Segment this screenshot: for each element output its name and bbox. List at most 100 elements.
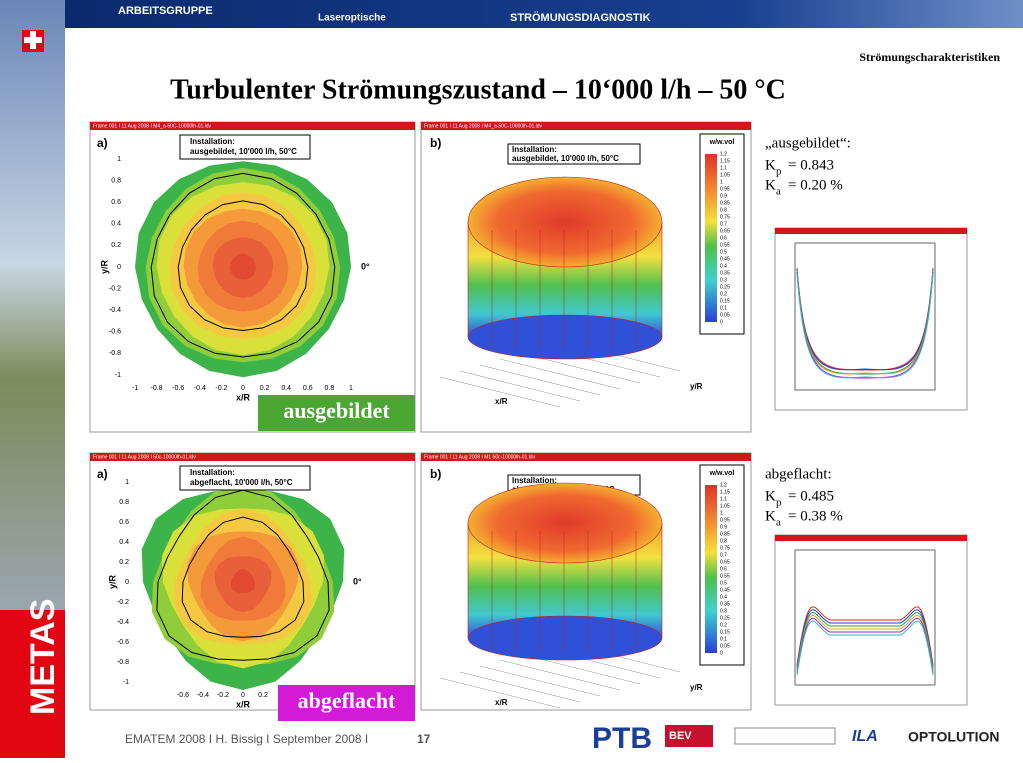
dome-base: [468, 616, 662, 660]
colorbar-tick: 1.05: [720, 503, 730, 509]
y-tick: -0.6: [109, 329, 121, 336]
y-label: y/R: [99, 260, 109, 275]
panel-label: a): [97, 467, 108, 481]
colorbar-tick: 0.4: [720, 263, 727, 269]
k-value: = 0.843: [788, 157, 834, 173]
colorbar-tick: 0: [720, 319, 723, 325]
install-1: Installation:: [190, 137, 235, 146]
badge: ausgebildet: [283, 398, 390, 423]
colorbar-tick: 1.2: [720, 151, 727, 157]
colorbar-tick: 0.25: [720, 615, 730, 621]
logo-ila: ILA: [852, 728, 878, 745]
colorbar-tick: 0.15: [720, 298, 730, 304]
y-tick: 0.8: [119, 499, 129, 506]
colorbar-tick: 0.15: [720, 629, 730, 635]
colorbar-tick: 1.1: [720, 496, 727, 502]
y-tick: 0.6: [111, 199, 121, 206]
header-lab: Laseroptische: [318, 13, 386, 24]
k-symbol: K: [765, 508, 776, 524]
colorbar-tick: 1.2: [720, 482, 727, 488]
colorbar-tick: 0.65: [720, 228, 730, 234]
y-tick: -1: [123, 679, 129, 686]
colorbar-tick: 0.5: [720, 249, 727, 255]
slide: METAS ARBEITSGRUPPE Laseroptische STRÖMU…: [0, 0, 1023, 758]
summary-name: abgeflacht:: [765, 466, 832, 482]
colorbar-title: w/w.vol: [709, 139, 735, 146]
colorbar-tick: 0.6: [720, 235, 727, 241]
k-sub: a: [776, 517, 781, 529]
colorbar-tick: 1: [720, 179, 723, 185]
k-value: = 0.485: [788, 488, 834, 504]
install-1: Installation:: [512, 145, 557, 154]
k-symbol: K: [765, 157, 776, 173]
colorbar-tick: 0.05: [720, 643, 730, 649]
colorbar-tick: 0.45: [720, 587, 730, 593]
x-tick: -0.6: [172, 385, 184, 392]
colorbar-tick: 0.95: [720, 517, 730, 523]
colorbar-tick: 0.55: [720, 242, 730, 248]
y-tick: -1: [115, 372, 121, 379]
x-tick: -0.4: [197, 692, 209, 699]
angle-label: 0°: [353, 576, 362, 586]
profile-area: [795, 243, 935, 390]
dome-y-label: y/R: [690, 683, 703, 692]
y-tick: 1: [117, 156, 121, 163]
frame-text: Frame 001 I 11 Aug 2008 I M4_a-50C-10000…: [424, 123, 543, 129]
x-tick: 0.4: [281, 385, 291, 392]
dome-top: [468, 483, 662, 563]
x-tick: 0.2: [258, 692, 268, 699]
colorbar-tick: 0.85: [720, 200, 730, 206]
badge: abgeflacht: [298, 688, 396, 713]
install-2: abgeflacht, 10'000 l/h, 50°C: [190, 478, 293, 487]
summary-name: „ausgebildet“:: [765, 135, 851, 151]
colorbar-tick: 0.8: [720, 207, 727, 213]
panel-label: b): [430, 467, 441, 481]
colorbar-tick: 0.25: [720, 284, 730, 290]
x-tick: -0.2: [215, 385, 227, 392]
colorbar-tick: 0.85: [720, 531, 730, 537]
y-tick: 0: [125, 579, 129, 586]
x-tick: -1: [132, 385, 138, 392]
colorbar-tick: 0.2: [720, 291, 727, 297]
y-tick: 0.8: [111, 177, 121, 184]
dome-x-label: x/R: [495, 397, 508, 406]
x-tick: 0: [241, 692, 245, 699]
dome-y-label: y/R: [690, 382, 703, 391]
k-symbol: K: [765, 488, 776, 504]
colorbar-tick: 1: [720, 510, 723, 516]
header-group: ARBEITSGRUPPE: [118, 5, 213, 17]
k-sub: a: [776, 186, 781, 198]
page: METAS ARBEITSGRUPPE Laseroptische STRÖMU…: [0, 0, 1023, 758]
x-label: x/R: [236, 699, 251, 709]
colorbar-tick: 0.3: [720, 277, 727, 283]
colorbar-tick: 0.9: [720, 524, 727, 530]
x-label: x/R: [236, 392, 251, 402]
logo-bev: BEV: [669, 730, 692, 742]
k-value: = 0.20 %: [788, 177, 843, 193]
colorbar-tick: 0: [720, 650, 723, 656]
colorbar-tick: 0.3: [720, 608, 727, 614]
y-tick: -0.8: [117, 659, 129, 666]
k-sub: p: [776, 497, 782, 509]
colorbar-tick: 0.1: [720, 305, 727, 311]
install-2: ausgebildet, 10'000 l/h, 50°C: [512, 154, 619, 163]
colorbar-tick: 0.05: [720, 312, 730, 318]
dome-top: [468, 177, 662, 267]
colorbar: [705, 154, 717, 322]
x-tick: 0.2: [260, 385, 270, 392]
k-value: = 0.38 %: [788, 508, 843, 524]
section: Strömungscharakteristiken: [859, 50, 1000, 64]
x-tick: -0.2: [217, 692, 229, 699]
y-tick: 0.2: [119, 559, 129, 566]
colorbar-tick: 0.45: [720, 256, 730, 262]
x-tick: -0.4: [194, 385, 206, 392]
frame-text: Frame 001 I 11 Aug 2008 I 50c-10000lh-01…: [93, 454, 196, 460]
y-tick: -0.4: [117, 619, 129, 626]
profile-bar: [775, 228, 967, 234]
colorbar-tick: 1.15: [720, 158, 730, 164]
colorbar-tick: 1.05: [720, 172, 730, 178]
colorbar-tick: 1.15: [720, 489, 730, 495]
frame-text: Frame 001 I 11 Aug 2008 I M1 50c-10000lh…: [424, 454, 536, 460]
frame-text: Frame 001 I 11 Aug 2008 I M4_a-50C-10000…: [93, 123, 212, 129]
page-number: 17: [417, 732, 431, 746]
